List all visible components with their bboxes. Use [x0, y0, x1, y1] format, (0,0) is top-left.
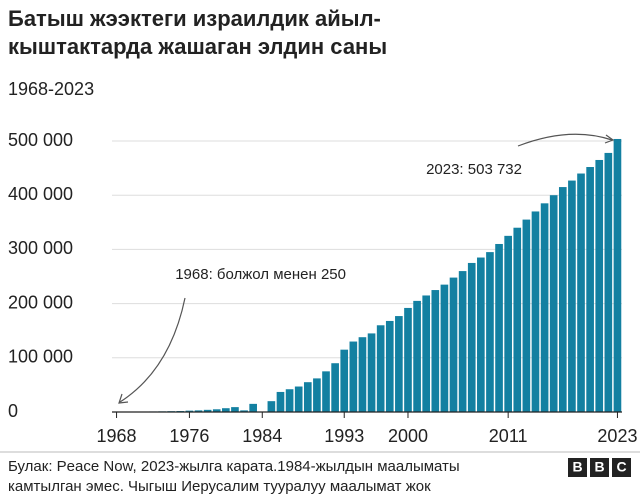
bar: [367, 333, 376, 412]
bar: [449, 277, 458, 412]
bar: [249, 403, 257, 412]
bar: [467, 262, 476, 412]
bar: [285, 389, 294, 412]
chart-title: кыштактарда жашаган элдин саны: [8, 34, 387, 59]
logo-letter: B: [594, 459, 604, 475]
logo-box: [568, 458, 587, 477]
bar: [568, 180, 576, 412]
y-tick-label: 300 000: [8, 238, 73, 258]
plot: 0 100 000 200 000 300 000 400 000 500 000 1968…: [8, 130, 637, 446]
bar: [340, 349, 349, 412]
logo-box: [612, 458, 631, 477]
y-tick-label: 100 000: [8, 347, 73, 367]
bar: [531, 211, 540, 412]
bar: [413, 300, 421, 412]
bar: [522, 219, 531, 412]
y-tick-label: 200 000: [8, 292, 73, 312]
bar: [267, 401, 276, 412]
bar: [558, 187, 567, 412]
bar: [613, 138, 622, 413]
bar: [395, 316, 403, 412]
bar: [331, 363, 339, 412]
x-tick-label: 2000: [388, 426, 428, 446]
annotation-arrowhead: [118, 393, 129, 404]
bar: [431, 290, 440, 412]
bar: [276, 391, 285, 412]
bar: [404, 307, 412, 412]
bar: [440, 284, 449, 412]
x-tick-label: 1968: [97, 426, 137, 446]
bar: [212, 409, 221, 412]
y-tick-label: 500 000: [8, 130, 73, 150]
bar: [303, 382, 312, 412]
bar: [477, 257, 485, 412]
annotation: 2023: 503 732: [426, 161, 522, 178]
source: Булак: Peace Now, 2023-жылга карата.1984…: [8, 458, 460, 475]
bar: [322, 371, 330, 412]
x-tick-label: 2011: [489, 426, 528, 446]
logo-letter: C: [616, 459, 626, 475]
bar: [349, 341, 358, 412]
bar: [313, 378, 321, 412]
y-tick-label: 0: [8, 401, 18, 421]
bar: [604, 152, 613, 412]
x-tick-label: 1993: [324, 426, 364, 446]
bar: [586, 167, 594, 412]
bar: [376, 325, 385, 412]
bar: [194, 410, 203, 412]
bar: [358, 337, 367, 412]
annotation: 1968: болжол менен 250: [175, 266, 346, 283]
bar: [458, 271, 467, 412]
x-tick-label: 1976: [169, 426, 209, 446]
y-tick-label: 400 000: [8, 184, 73, 204]
annotation-arrow: [119, 297, 186, 403]
bar: [231, 407, 239, 412]
bar: [577, 173, 585, 412]
chart-title: Батыш жээктеги израилдик айыл-: [8, 6, 381, 31]
bar: [595, 159, 604, 412]
logo-box: [590, 458, 609, 477]
bar: [203, 409, 212, 412]
source: камтылган эмес. Чыгыш Иерусалим тууралуу…: [8, 478, 431, 495]
logo: B B C: [568, 458, 631, 477]
x-tick-label: 2023: [597, 426, 637, 446]
x-tick-label: 1984: [242, 426, 282, 446]
bar: [222, 408, 230, 412]
bar: [185, 410, 194, 412]
chart-subtitle: 1968-2023: [8, 79, 94, 99]
bar: [504, 235, 512, 412]
bar: [294, 386, 303, 412]
bar: [549, 195, 558, 412]
bar: [240, 410, 248, 412]
bar: [486, 252, 494, 412]
annotation-arrowhead: [604, 134, 615, 144]
bar: [540, 203, 549, 412]
bar: [513, 227, 522, 412]
bar: [495, 243, 503, 412]
logo-letter: B: [572, 459, 582, 475]
bar: [385, 320, 394, 412]
bar: [422, 295, 431, 412]
annotation-arrow: [517, 133, 613, 147]
